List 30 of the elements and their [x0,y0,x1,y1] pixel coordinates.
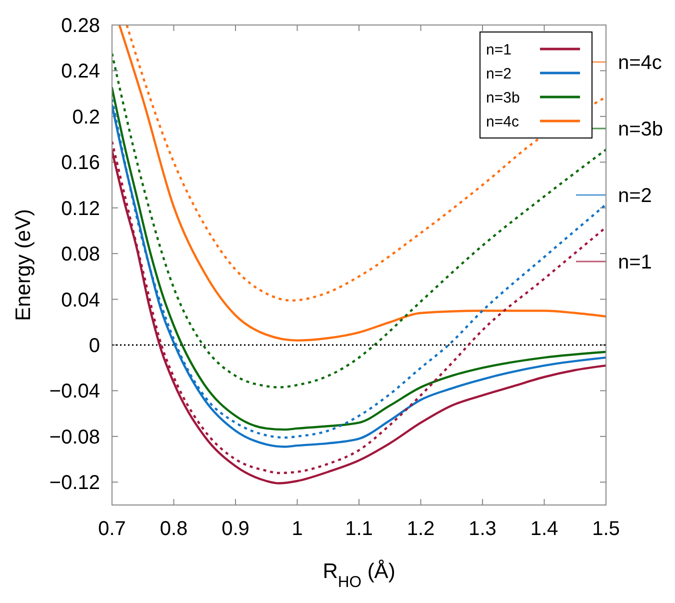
text: n=4c [618,52,662,74]
x-tick-label: 0.9 [222,518,250,540]
y-tick-label: 0.24 [61,60,100,83]
y-axis-title: Energy (eV) [12,208,35,322]
x-tick-label: 1.2 [406,518,435,540]
y-tick-label: 0.08 [61,244,100,266]
x-tick-label: 1 [292,518,303,540]
text: n=1 [618,252,652,274]
y-tick-label: 0.12 [61,198,100,220]
x-tick-label: 1.5 [592,518,620,540]
x-tick-label: 0.8 [160,518,188,540]
y-tick-label: −0.08 [49,426,100,448]
y-tick-label: 0.16 [61,152,100,174]
legend-label: n=2 [486,65,512,82]
legend-label: n=4c [486,113,520,130]
text: n=3b [618,118,664,140]
legend-label: n=1 [486,41,512,58]
y-tick-label: 0.28 [61,15,100,37]
y-tick-label: 0 [88,335,100,357]
text: n=2 [618,185,652,207]
x-tick-label: 1.4 [530,518,558,540]
x-tick-label: 0.7 [98,518,126,540]
x-axis-title: R$_{HO}$ (Å) [322,559,396,590]
legend-label: n=3b [486,89,520,106]
x-tick-label: 1.3 [468,518,496,540]
y-tick-label: 0.04 [61,289,100,312]
x-tick-label: 1.1 [345,518,373,540]
y-tick-label: 0.2 [72,106,100,128]
y-tick-label: −0.04 [49,380,100,403]
y-tick-label: −0.12 [49,472,100,494]
